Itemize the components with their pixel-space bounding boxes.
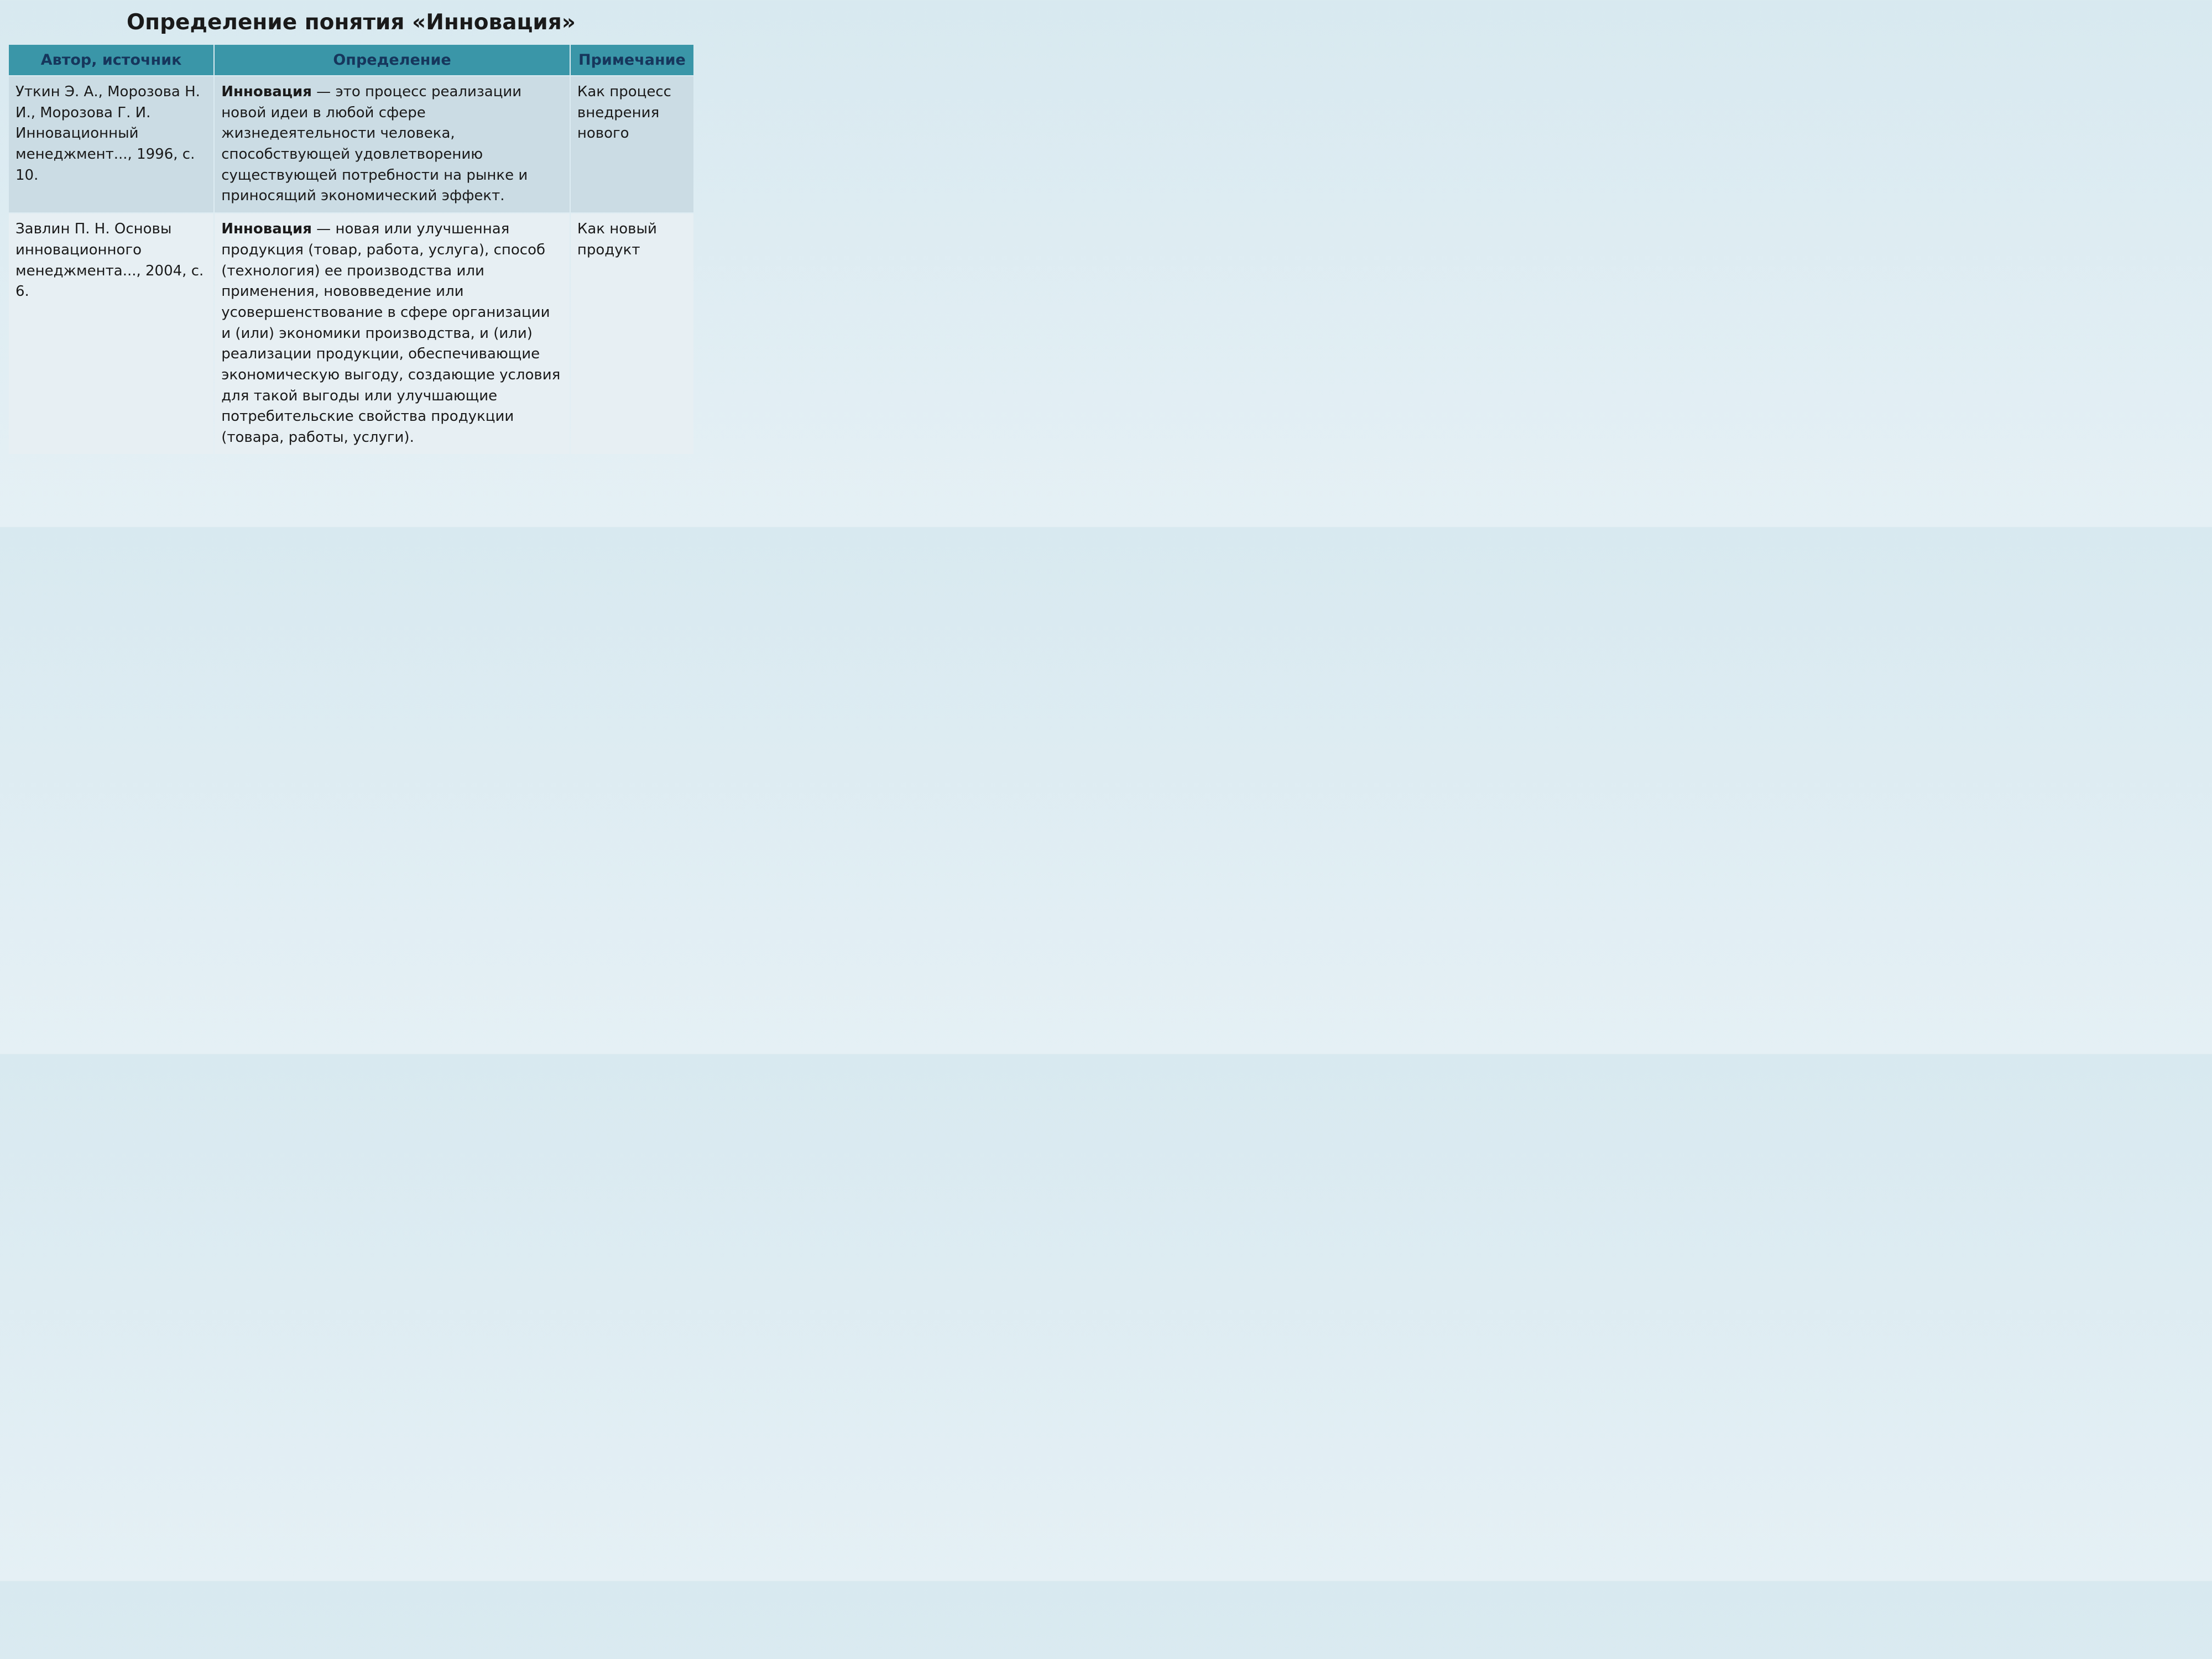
cell-author: Уткин Э. А., Морозова Н. И., Морозова Г.… — [9, 76, 213, 212]
definition-text: — это процесс реализации новой идеи в лю… — [221, 84, 528, 204]
slide-title: Определение понятия «Инновация» — [0, 0, 702, 44]
cell-definition: Инновация — новая или улучшенная продукц… — [215, 213, 570, 454]
cell-definition: Инновация — это процесс реализации новой… — [215, 76, 570, 212]
table-row: Уткин Э. А., Морозова Н. И., Морозова Г.… — [9, 76, 693, 212]
definitions-table: Автор, источник Определение Примечание У… — [8, 44, 695, 455]
cell-note: Как процесс внедрения нового — [571, 76, 693, 212]
slide-container: Определение понятия «Инновация» Автор, и… — [0, 0, 702, 527]
col-header-definition: Определение — [215, 45, 570, 75]
definition-text: — новая или улучшенная продукция (товар,… — [221, 221, 560, 446]
table-row: Завлин П. Н. Основы инновационного менед… — [9, 213, 693, 454]
table-header-row: Автор, источник Определение Примечание — [9, 45, 693, 75]
col-header-note: Примечание — [571, 45, 693, 75]
definition-term: Инновация — [221, 84, 312, 100]
col-header-author: Автор, источник — [9, 45, 213, 75]
cell-note: Как новый продукт — [571, 213, 693, 454]
cell-author: Завлин П. Н. Основы инновационного менед… — [9, 213, 213, 454]
definition-term: Инновация — [221, 221, 312, 237]
